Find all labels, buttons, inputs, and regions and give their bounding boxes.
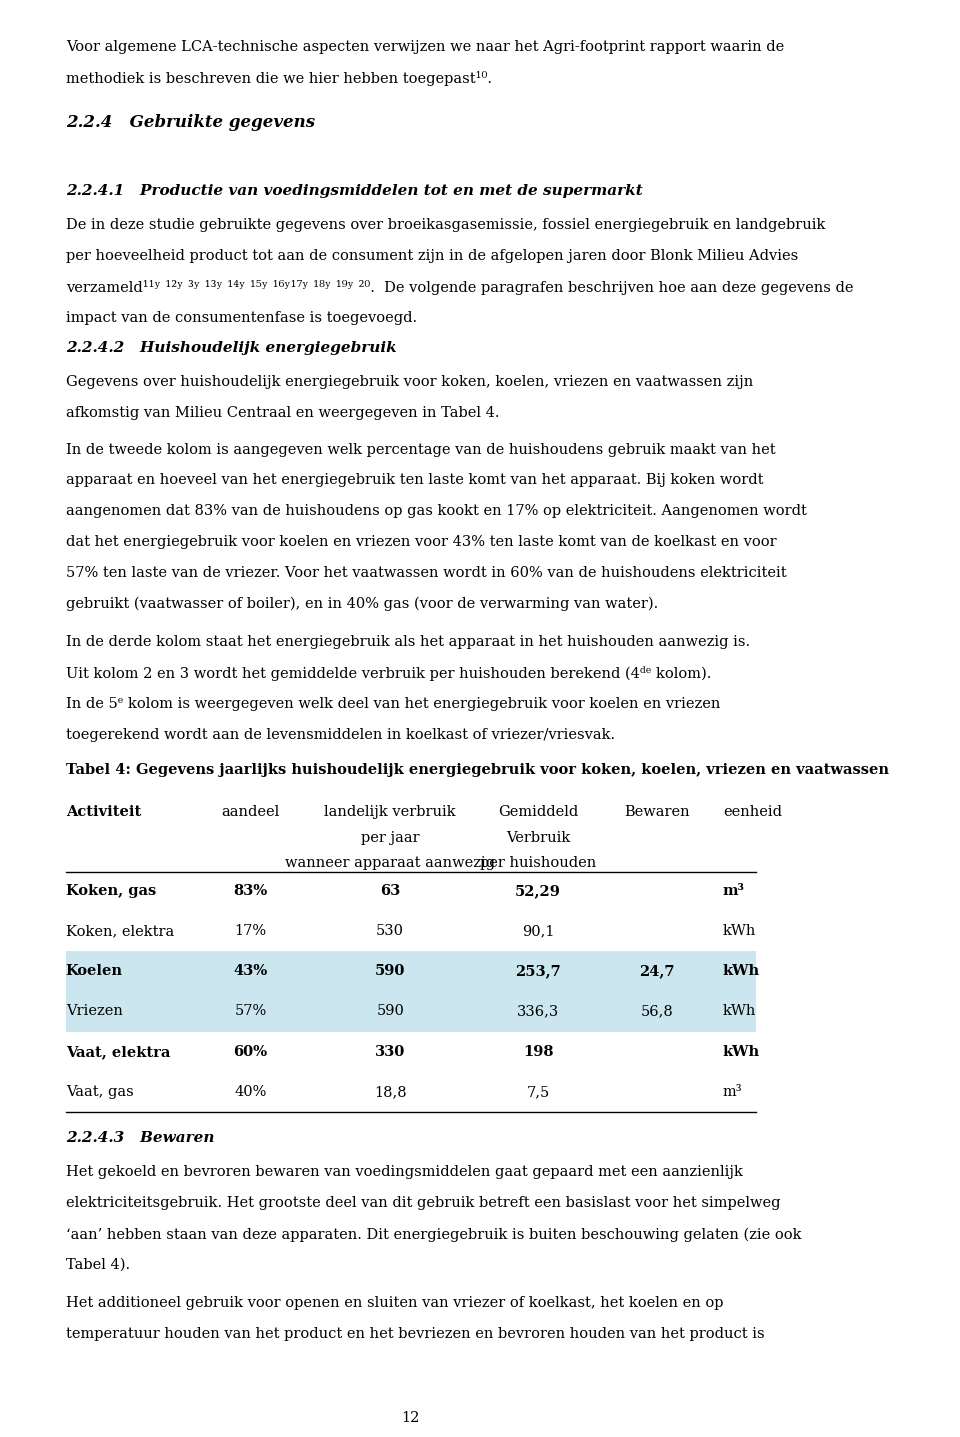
Text: per hoeveelheid product tot aan de consument zijn in de afgelopen jaren door Blo: per hoeveelheid product tot aan de consu… [65,250,798,263]
Text: Bewaren: Bewaren [624,805,690,819]
Text: 17%: 17% [234,924,267,938]
Text: wanneer apparaat aanwezig: wanneer apparaat aanwezig [285,856,495,871]
Text: Uit kolom 2 en 3 wordt het gemiddelde verbruik per huishouden berekend (4ᵈᵉ kolo: Uit kolom 2 en 3 wordt het gemiddelde ve… [65,665,711,681]
Text: 63: 63 [380,884,400,898]
Text: 2.2.4   Gebruikte gegevens: 2.2.4 Gebruikte gegevens [65,114,315,131]
Text: Gegevens over huishoudelijk energiegebruik voor koken, koelen, vriezen en vaatwa: Gegevens over huishoudelijk energiegebru… [65,375,753,389]
Text: kWh: kWh [723,1004,756,1019]
Text: 57% ten laste van de vriezer. Voor het vaatwassen wordt in 60% van de huishouden: 57% ten laste van de vriezer. Voor het v… [65,566,786,581]
Text: 18,8: 18,8 [373,1085,406,1099]
Text: Het gekoeld en bevroren bewaren van voedingsmiddelen gaat gepaard met een aanzie: Het gekoeld en bevroren bewaren van voed… [65,1165,743,1180]
Text: Voor algemene LCA-technische aspecten verwijzen we naar het Agri-footprint rappo: Voor algemene LCA-technische aspecten ve… [65,40,784,55]
Text: 7,5: 7,5 [526,1085,550,1099]
Text: per huishouden: per huishouden [480,856,596,871]
Text: m³: m³ [723,1085,742,1099]
Text: eenheid: eenheid [723,805,781,819]
Bar [65,951,756,992]
Text: temperatuur houden van het product en het bevriezen en bevroren houden van het p: temperatuur houden van het product en he… [65,1328,764,1341]
Text: 43%: 43% [233,964,268,979]
Text: dat het energiegebruik voor koelen en vriezen voor 43% ten laste komt van de koe: dat het energiegebruik voor koelen en vr… [65,535,777,549]
Text: aandeel: aandeel [222,805,279,819]
Text: 330: 330 [375,1045,405,1059]
Text: m³: m³ [723,884,745,898]
Text: 52,29: 52,29 [516,884,561,898]
Text: 198: 198 [523,1045,553,1059]
Text: Het additioneel gebruik voor openen en sluiten van vriezer of koelkast, het koel: Het additioneel gebruik voor openen en s… [65,1296,723,1311]
Text: 590: 590 [375,964,405,979]
Text: apparaat en hoeveel van het energiegebruik ten laste komt van het apparaat. Bij : apparaat en hoeveel van het energiegebru… [65,473,763,487]
Text: 336,3: 336,3 [516,1004,559,1019]
Text: Vaat, elektra: Vaat, elektra [65,1045,170,1059]
Text: ‘aan’ hebben staan van deze apparaten. Dit energiegebruik is buiten beschouwing : ‘aan’ hebben staan van deze apparaten. D… [65,1227,802,1242]
Text: gebruikt (vaatwasser of boiler), en in 40% gas (voor de verwarming van water).: gebruikt (vaatwasser of boiler), en in 4… [65,596,658,612]
Text: Koelen: Koelen [65,964,123,979]
Text: Tabel 4).: Tabel 4). [65,1259,130,1272]
Bar [65,992,756,1032]
Text: Vriezen: Vriezen [65,1004,123,1019]
Text: 90,1: 90,1 [522,924,554,938]
Text: kWh: kWh [723,924,756,938]
Text: 40%: 40% [234,1085,267,1099]
Text: Koken, elektra: Koken, elektra [65,924,174,938]
Text: Koken, gas: Koken, gas [65,884,156,898]
Text: 590: 590 [376,1004,404,1019]
Text: verzameld¹¹ʸ ¹²ʸ ³ʸ ¹³ʸ ¹⁴ʸ ¹⁵ʸ ¹⁶ʸ¹⁷ʸ ¹⁸ʸ ¹⁹ʸ ²⁰.  De volgende paragrafen besch: verzameld¹¹ʸ ¹²ʸ ³ʸ ¹³ʸ ¹⁴ʸ ¹⁵ʸ ¹⁶ʸ¹⁷ʸ ¹… [65,280,853,295]
Text: Tabel 4: Gegevens jaarlijks huishoudelijk energiegebruik voor koken, koelen, vri: Tabel 4: Gegevens jaarlijks huishoudelij… [65,763,889,777]
Text: Gemiddeld: Gemiddeld [498,805,578,819]
Text: 56,8: 56,8 [641,1004,674,1019]
Text: 60%: 60% [233,1045,268,1059]
Text: 83%: 83% [233,884,268,898]
Text: De in deze studie gebruikte gegevens over broeikasgasemissie, fossiel energiegeb: De in deze studie gebruikte gegevens ove… [65,218,825,233]
Text: Vaat, gas: Vaat, gas [65,1085,133,1099]
Text: 530: 530 [376,924,404,938]
Text: In de 5ᵉ kolom is weergegeven welk deel van het energiegebruik voor koelen en vr: In de 5ᵉ kolom is weergegeven welk deel … [65,697,720,711]
Text: elektriciteitsgebruik. Het grootste deel van dit gebruik betreft een basislast v: elektriciteitsgebruik. Het grootste deel… [65,1196,780,1210]
Text: afkomstig van Milieu Centraal en weergegeven in Tabel 4.: afkomstig van Milieu Centraal en weergeg… [65,405,499,420]
Text: 253,7: 253,7 [516,964,561,979]
Text: toegerekend wordt aan de levensmiddelen in koelkast of vriezer/vriesvak.: toegerekend wordt aan de levensmiddelen … [65,727,614,741]
Text: 2.2.4.3   Bewaren: 2.2.4.3 Bewaren [65,1131,214,1145]
Text: In de tweede kolom is aangegeven welk percentage van de huishoudens gebruik maak: In de tweede kolom is aangegeven welk pe… [65,443,776,457]
Text: In de derde kolom staat het energiegebruik als het apparaat in het huishouden aa: In de derde kolom staat het energiegebru… [65,635,750,650]
Text: kWh: kWh [723,964,760,979]
Text: Verbruik: Verbruik [506,831,570,845]
Text: per jaar: per jaar [361,831,420,845]
Text: landelijk verbruik: landelijk verbruik [324,805,456,819]
Text: 2.2.4.2   Huishoudelijk energiegebruik: 2.2.4.2 Huishoudelijk energiegebruik [65,341,396,355]
Text: 57%: 57% [234,1004,267,1019]
Text: methodiek is beschreven die we hier hebben toegepast¹⁰.: methodiek is beschreven die we hier hebb… [65,70,492,86]
Text: 24,7: 24,7 [639,964,675,979]
Text: 2.2.4.1   Productie van voedingsmiddelen tot en met de supermarkt: 2.2.4.1 Productie van voedingsmiddelen t… [65,184,642,198]
Text: aangenomen dat 83% van de huishoudens op gas kookt en 17% op elektriciteit. Aang: aangenomen dat 83% van de huishoudens op… [65,504,806,519]
Text: 12: 12 [401,1411,420,1426]
Text: kWh: kWh [723,1045,760,1059]
Text: Activiteit: Activiteit [65,805,141,819]
Text: impact van de consumentenfase is toegevoegd.: impact van de consumentenfase is toegevo… [65,310,417,325]
